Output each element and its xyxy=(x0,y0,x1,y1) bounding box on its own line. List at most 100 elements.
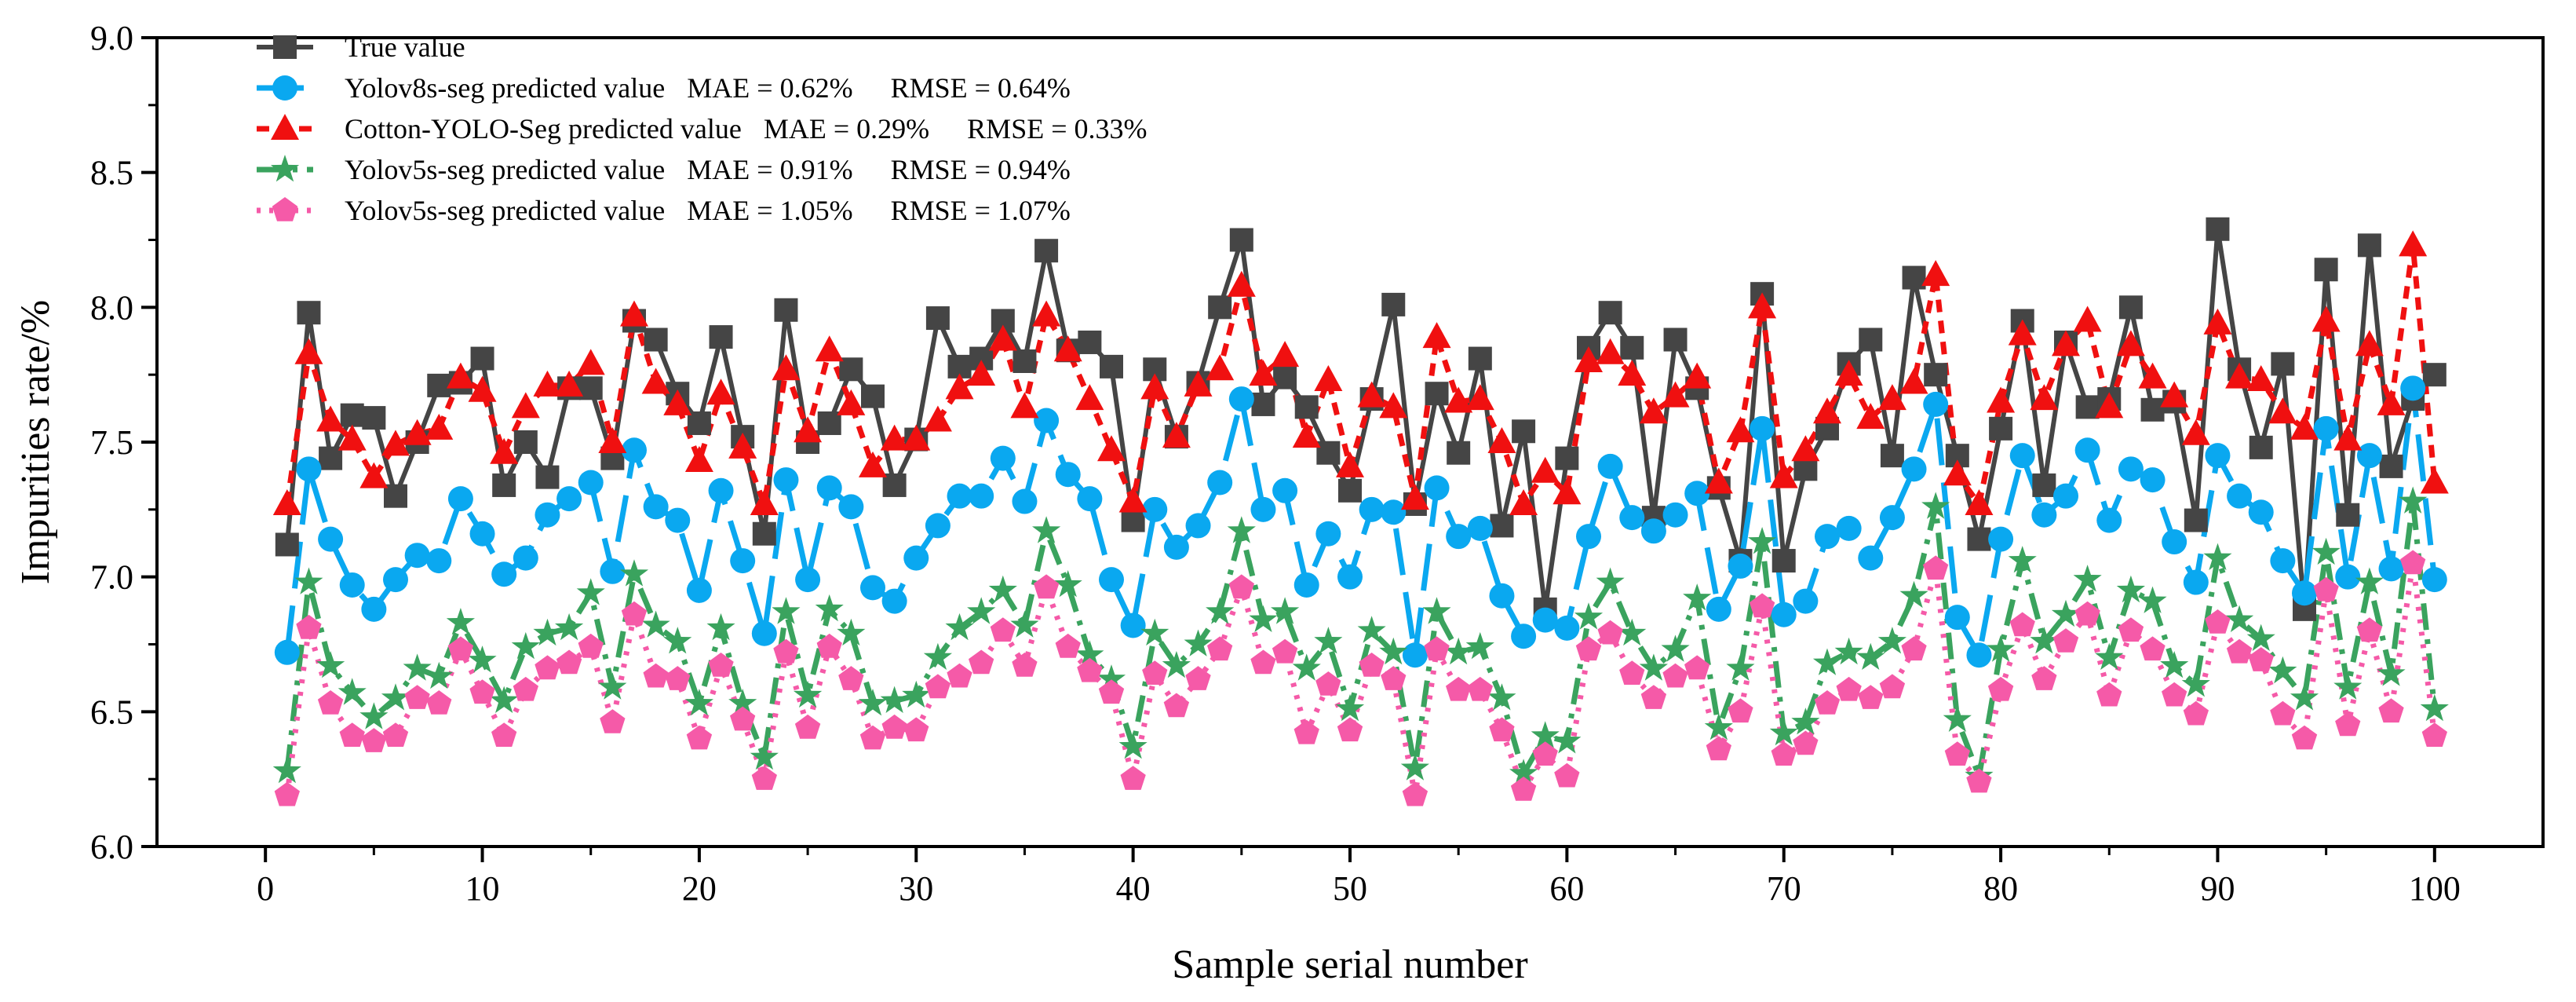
series-2-point xyxy=(947,483,972,509)
series-2-point xyxy=(1077,486,1103,512)
series-3-point xyxy=(1943,459,1972,486)
x-tick-label: 90 xyxy=(2200,869,2235,908)
series-2-point xyxy=(1836,515,1862,541)
series-5-point xyxy=(686,725,713,750)
series-5-point xyxy=(426,690,452,715)
series-4-point xyxy=(1487,683,1516,711)
series-2-point xyxy=(1467,515,1493,541)
series-4-point xyxy=(1618,618,1647,646)
y-tick-label: 7.5 xyxy=(90,423,133,462)
series-5-point xyxy=(1207,636,1233,661)
series-4-point xyxy=(750,742,779,770)
series-5-point xyxy=(1836,676,1862,701)
series-1-point xyxy=(1013,349,1037,373)
series-2-point xyxy=(2270,548,2296,574)
series-3-point xyxy=(1444,386,1473,413)
series-5-point xyxy=(1055,633,1081,658)
series-3-point xyxy=(837,389,866,415)
series-4-point xyxy=(1769,718,1798,746)
series-4-point xyxy=(967,597,996,624)
series-1-point xyxy=(1338,478,1362,503)
series-5-point xyxy=(2096,682,2122,707)
legend-marker-1 xyxy=(273,35,297,59)
series-4-point xyxy=(1812,648,1842,675)
series-1-point xyxy=(1447,441,1471,465)
series-5-point xyxy=(1381,666,1407,690)
series-5-point xyxy=(2205,609,2231,634)
series-4-point xyxy=(772,597,801,624)
x-tick-label: 60 xyxy=(1549,869,1584,908)
series-1-point xyxy=(839,357,863,382)
series-2-point xyxy=(383,567,408,593)
series-5-point xyxy=(404,685,430,709)
series-2-point xyxy=(1012,488,1038,514)
series-1-point xyxy=(2032,473,2056,497)
series-4-point xyxy=(1140,618,1169,646)
series-4-point xyxy=(1379,637,1408,665)
series-3-point xyxy=(988,324,1017,351)
series-1-point xyxy=(1208,295,1232,320)
series-4-point xyxy=(1987,634,2016,662)
series-1-point xyxy=(1924,363,1948,387)
series-4-point xyxy=(1010,610,1039,638)
series-5-point xyxy=(491,722,517,747)
series-5-point xyxy=(1749,593,1775,618)
series-2-point xyxy=(2162,529,2187,555)
series-3-point xyxy=(1553,478,1582,505)
series-3-point xyxy=(1422,322,1451,349)
series-3-point xyxy=(1683,362,1712,389)
series-3-point xyxy=(1010,392,1039,419)
series-1-point xyxy=(427,373,451,397)
series-2-point xyxy=(622,437,647,463)
series-1-point xyxy=(535,465,560,489)
series-4-point xyxy=(1227,516,1256,543)
series-5-point xyxy=(1402,781,1428,806)
series-5-point xyxy=(665,666,691,690)
series-3-point xyxy=(1357,381,1386,408)
series-1-point xyxy=(319,446,343,470)
x-tick-label: 40 xyxy=(1116,869,1151,908)
series-3-point xyxy=(1249,360,1278,386)
series-1-point xyxy=(1316,441,1341,465)
series-2-point xyxy=(1185,513,1211,539)
series-2-point xyxy=(491,561,517,587)
series-2-point xyxy=(751,620,777,646)
series-4-point xyxy=(1683,583,1712,611)
series-4-point xyxy=(1096,664,1126,692)
series-3-point xyxy=(2008,319,2037,346)
series-2-point xyxy=(404,543,430,569)
series-1-point xyxy=(861,384,885,408)
series-4-point xyxy=(338,678,367,705)
series-4-point xyxy=(1574,602,1604,630)
legend-mae-4: MAE = 0.91% xyxy=(687,154,852,185)
series-2-point xyxy=(1815,524,1840,550)
series-line-4 xyxy=(284,499,2438,780)
series-3-point xyxy=(2333,424,2363,451)
series-4-point xyxy=(1943,704,1972,732)
series-3-point xyxy=(1856,403,1885,430)
series-4-point xyxy=(2138,586,2167,613)
series-1-point xyxy=(2336,503,2360,527)
series-3-point xyxy=(1097,435,1126,462)
series-3-point xyxy=(880,424,909,451)
x-tick-label: 50 xyxy=(1333,869,1367,908)
legend-rmse-5: RMSE = 1.07% xyxy=(891,195,1071,226)
series-1-point xyxy=(2140,397,2165,422)
series-5-point xyxy=(1033,574,1060,599)
series-1-point xyxy=(340,403,364,427)
series-3-point xyxy=(1465,384,1494,411)
series-2-point xyxy=(2248,499,2274,525)
series-2-point xyxy=(1250,496,1276,522)
series-2-point xyxy=(1424,475,1450,501)
series-1-point xyxy=(1793,457,1818,481)
series-3-point xyxy=(2052,330,2080,357)
series-4-point xyxy=(598,672,627,700)
series-4-point xyxy=(272,755,301,784)
series-1-point xyxy=(1078,330,1102,354)
series-5-point xyxy=(1489,717,1515,742)
series-3-point xyxy=(1574,346,1603,372)
legend-marker-4 xyxy=(270,155,300,182)
series-3-point xyxy=(1899,368,1928,394)
series-1-point xyxy=(882,473,907,497)
